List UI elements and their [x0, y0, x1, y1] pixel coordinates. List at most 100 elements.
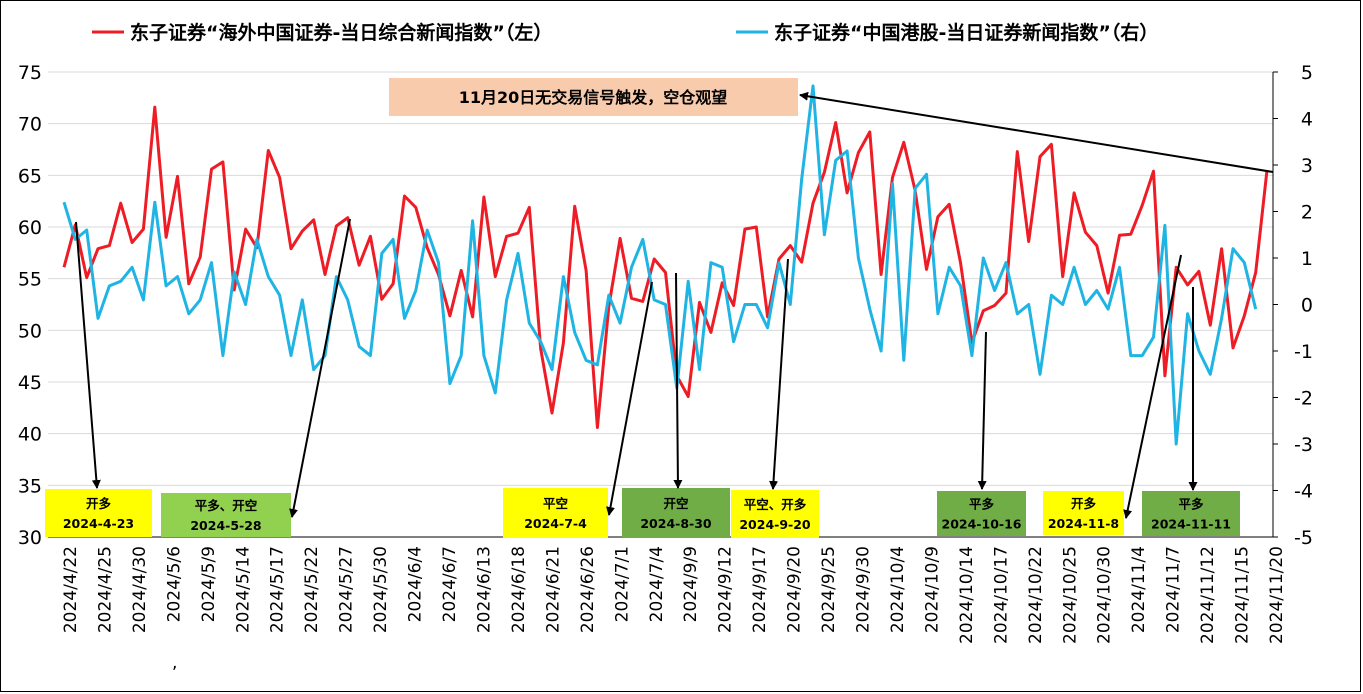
x-tick-label: 2024/6/7 — [440, 546, 460, 622]
left-tick-label: 40 — [18, 424, 42, 446]
x-tick-label: 2024/5/14 — [233, 546, 253, 633]
right-tick-label: -3 — [1294, 434, 1313, 456]
right-tick-label: -4 — [1294, 481, 1313, 503]
x-tick-label: 2024/5/9 — [199, 546, 219, 622]
signal-annotation: 平多 2024-11-11 — [1142, 287, 1240, 536]
signal-box — [622, 488, 730, 538]
left-tick-label: 50 — [18, 320, 42, 342]
signal-box — [45, 489, 152, 537]
signal-arrow — [289, 218, 351, 518]
signal-annotation: 平空 2024-7-4 — [503, 281, 653, 538]
signal-date: 2024-5-28 — [190, 518, 261, 533]
x-tick-label: 2024/9/12 — [716, 546, 736, 633]
signal-action: 开多 — [86, 496, 112, 511]
x-tick-label: 2024/9/20 — [785, 546, 805, 633]
signal-box — [1043, 491, 1124, 535]
left-tick-label: 30 — [18, 527, 42, 549]
signal-annotation: 平空、开多 2024-9-20 — [731, 258, 819, 538]
signal-date: 2024-11-8 — [1048, 516, 1119, 531]
x-tick-label: 2024/6/18 — [509, 546, 529, 633]
x-tick-label: 2024/6/21 — [543, 546, 563, 633]
signal-date: 2024-9-20 — [739, 517, 811, 532]
x-tick-label: 2024/11/20 — [1267, 546, 1287, 644]
series-line-left — [62, 105, 1269, 429]
legend: 东子证券“海外中国证券-当日综合新闻指数”（左） 东子证券“中国港股-当日证券新闻… — [92, 21, 1158, 44]
signal-annotation: 开空 2024-8-30 — [622, 272, 730, 538]
right-tick-label: -5 — [1294, 527, 1313, 549]
legend-label-right: 东子证券“中国港股-当日证券新闻指数”（右） — [774, 21, 1158, 44]
signal-arrow — [75, 221, 101, 489]
left-tick-label: 75 — [18, 62, 42, 84]
x-tick-label: 2024/4/30 — [130, 546, 150, 633]
x-tick-label: 2024/6/13 — [474, 546, 494, 633]
note-box — [389, 78, 798, 116]
x-tick-label: 2024/11/15 — [1233, 546, 1253, 644]
signal-box — [731, 490, 819, 538]
signal-annotation: 开多 2024-4-23 — [45, 221, 152, 537]
x-tick-label: 2024/9/25 — [819, 546, 839, 633]
left-tick-label: 35 — [18, 475, 42, 497]
x-tick-label: 2024/11/4 — [1129, 546, 1149, 633]
signal-date: 2024-4-23 — [63, 516, 134, 531]
x-tick-label: 2024/10/9 — [922, 546, 942, 633]
signal-action: 平空、开多 — [744, 497, 807, 512]
x-tick-label: 2024/10/22 — [1026, 546, 1046, 644]
x-tick-label: 2024/11/12 — [1198, 546, 1218, 644]
x-tick-label: 2024/10/14 — [957, 546, 977, 644]
x-tick-label: 2024/5/22 — [302, 546, 322, 633]
signal-action: 开多 — [1071, 496, 1097, 511]
x-tick-label: 2024/10/30 — [1095, 546, 1115, 644]
signal-action: 平空 — [543, 496, 568, 511]
signal-annotation: 平多 2024-10-16 — [937, 331, 1026, 536]
note-text: 11月20日无交易信号触发，空仓观望 — [459, 88, 728, 107]
x-tick-label: 2024/10/4 — [888, 546, 908, 633]
signal-arrow — [769, 258, 789, 490]
left-tick-label: 70 — [18, 114, 42, 136]
annotation-layer: 开多 2024-4-23 平多、开空 2024-5-28 平空 2024-7-4 开空 202… — [45, 78, 1274, 538]
right-tick-label: -1 — [1294, 341, 1313, 363]
signal-annotation: 开多 2024-11-8 — [1043, 254, 1182, 535]
right-tick-label: 1 — [1301, 248, 1313, 270]
left-tick-label: 45 — [18, 372, 42, 394]
x-tick-label: 2024/9/17 — [750, 546, 770, 633]
right-tick-label: 0 — [1301, 295, 1313, 317]
x-tick-label: 2024/9/30 — [854, 546, 874, 633]
x-tick-label: 2024/11/7 — [1164, 546, 1184, 633]
signal-arrow — [1123, 254, 1182, 519]
series-layer — [62, 84, 1269, 446]
x-tick-label: 2024/7/4 — [647, 546, 667, 622]
x-tick-label: 2024/5/27 — [337, 546, 357, 633]
signal-annotation: 平多、开空 2024-5-28 — [161, 218, 351, 537]
signal-arrow — [606, 281, 653, 516]
left-tick-label: 60 — [18, 217, 42, 239]
x-tick-label: 2024/4/22 — [61, 546, 81, 633]
signal-box — [937, 491, 1026, 536]
signal-action: 平多、开空 — [195, 498, 258, 513]
signal-action: 平多 — [969, 497, 995, 512]
x-tick-label: 2024/6/4 — [406, 546, 426, 622]
right-tick-label: -2 — [1294, 388, 1313, 410]
x-tick-label: 2024/10/17 — [991, 546, 1011, 644]
signal-box — [161, 493, 291, 537]
stray-mark: , — [172, 653, 177, 673]
signal-date: 2024-11-11 — [1151, 517, 1231, 532]
x-tick-label: 2024/10/25 — [1060, 546, 1080, 644]
series-line-right — [62, 84, 1258, 446]
signal-action: 平多 — [1178, 497, 1204, 512]
left-tick-label: 65 — [18, 165, 42, 187]
x-tick-label: 2024/6/26 — [578, 546, 598, 633]
x-tick-label: 2024/7/1 — [612, 546, 632, 622]
signal-action: 开空 — [663, 496, 688, 511]
signal-box — [1142, 491, 1240, 536]
signal-box — [503, 488, 608, 538]
signal-date: 2024-10-16 — [942, 517, 1022, 532]
x-tick-label: 2024/5/30 — [371, 546, 391, 633]
x-tick-label: 2024/9/9 — [681, 546, 701, 622]
right-tick-label: 2 — [1301, 202, 1313, 224]
x-tick-label: 2024/5/6 — [164, 546, 184, 622]
right-tick-label: 3 — [1301, 155, 1313, 177]
signal-date: 2024-7-4 — [524, 516, 587, 531]
signal-arrow — [977, 331, 987, 490]
